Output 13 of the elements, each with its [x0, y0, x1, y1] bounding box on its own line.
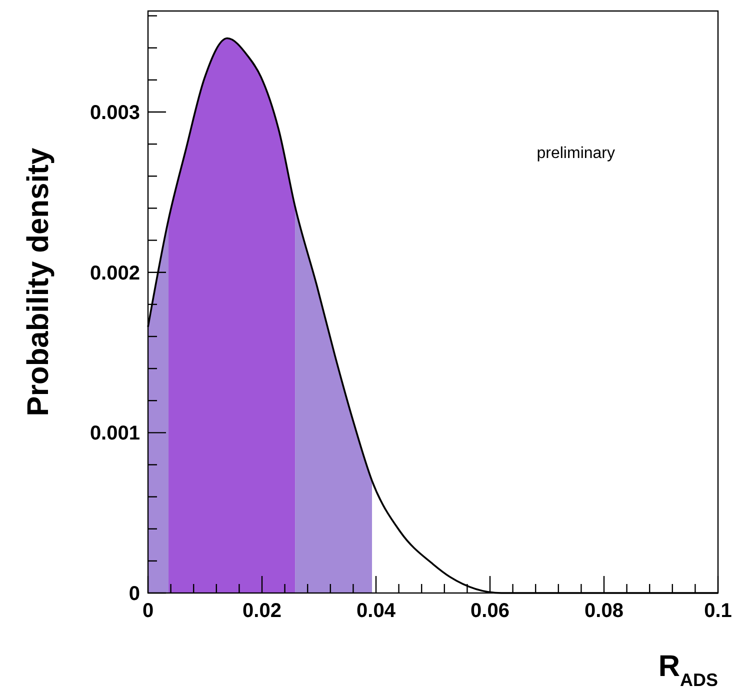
x-tick-label: 0.1 — [704, 600, 732, 622]
annotation: preliminary — [536, 145, 615, 162]
y-tick-label: 0 — [128, 583, 140, 605]
y-tick-label: 0.002 — [90, 262, 140, 284]
x-tick-label: 0.08 — [584, 600, 624, 622]
x-tick-label: 0.02 — [242, 600, 282, 622]
x-tick-label: 0.06 — [470, 600, 510, 622]
y-tick-label: 0.001 — [90, 422, 140, 445]
x-tick-label: 0.04 — [356, 600, 396, 622]
x-tick-label: 0 — [142, 600, 154, 622]
x-axis-title: R$_{ADS}$ — [658, 650, 718, 690]
y-tick-label: 0.003 — [90, 102, 140, 124]
y-axis-title: Probability density — [22, 147, 55, 416]
